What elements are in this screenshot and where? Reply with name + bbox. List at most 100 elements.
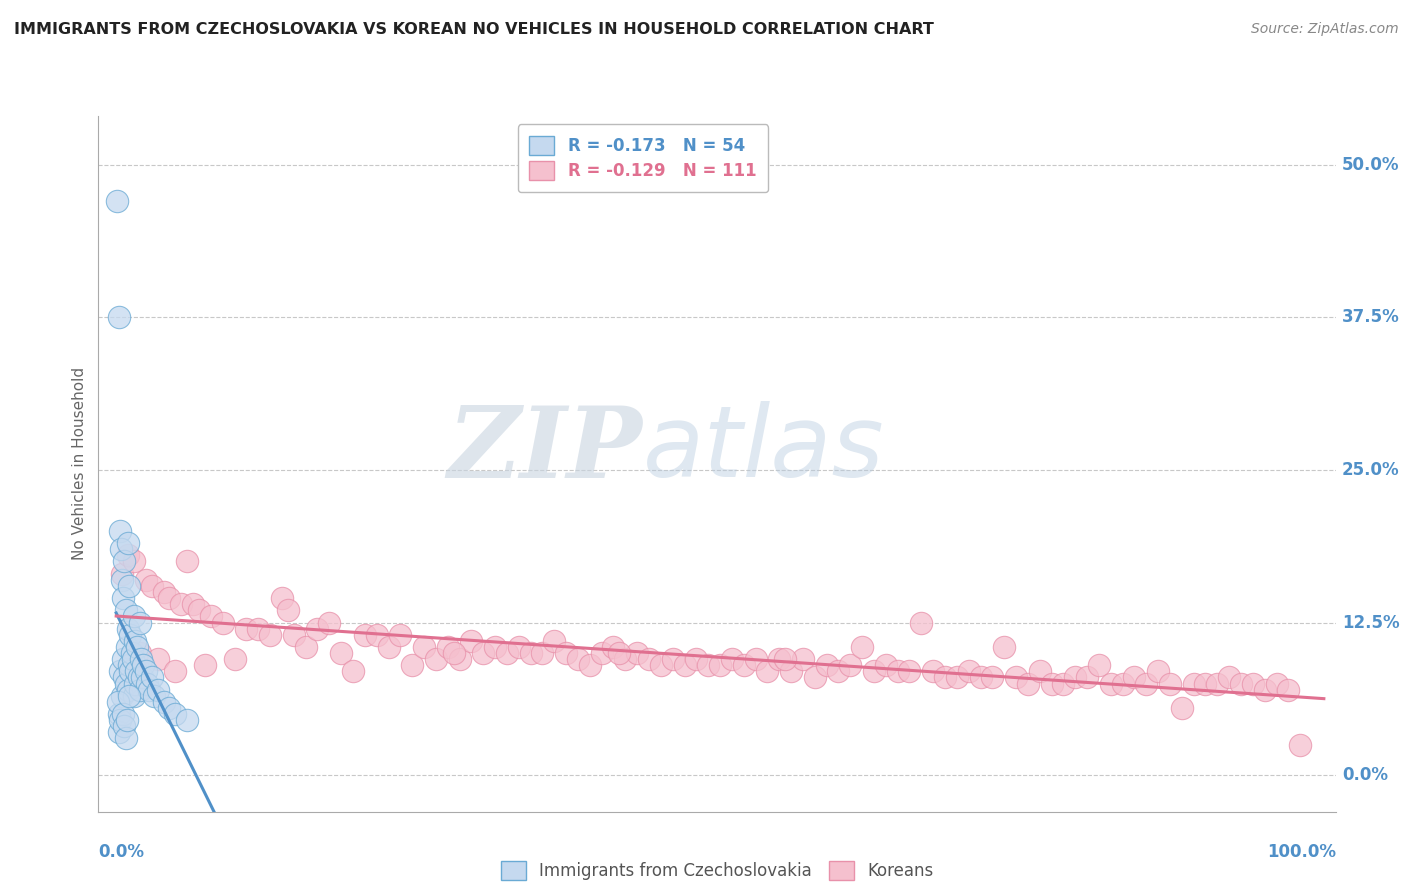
Point <box>111 689 134 703</box>
Point <box>389 628 412 642</box>
Point <box>107 310 129 325</box>
Point <box>1135 676 1157 690</box>
Point <box>105 194 128 209</box>
Point <box>277 603 299 617</box>
Point <box>235 622 257 636</box>
Point <box>114 670 136 684</box>
Point <box>1017 676 1039 690</box>
Point <box>132 658 155 673</box>
Point <box>661 652 683 666</box>
Y-axis label: No Vehicles in Household: No Vehicles in Household <box>72 368 87 560</box>
Text: atlas: atlas <box>643 401 884 499</box>
Point <box>609 646 631 660</box>
Legend: Immigrants from Czechoslovakia, Koreans: Immigrants from Czechoslovakia, Koreans <box>495 855 939 887</box>
Point <box>733 658 755 673</box>
Point <box>721 652 744 666</box>
Point <box>353 628 375 642</box>
Point <box>117 536 139 550</box>
Point <box>650 658 672 673</box>
Point <box>259 628 281 642</box>
Point <box>271 591 294 606</box>
Point <box>112 591 135 606</box>
Point <box>413 640 436 654</box>
Point <box>211 615 233 630</box>
Point <box>508 640 530 654</box>
Point <box>247 622 270 636</box>
Point <box>602 640 624 654</box>
Point <box>443 646 465 660</box>
Point <box>283 628 305 642</box>
Text: IMMIGRANTS FROM CZECHOSLOVAKIA VS KOREAN NO VEHICLES IN HOUSEHOLD CORRELATION CH: IMMIGRANTS FROM CZECHOSLOVAKIA VS KOREAN… <box>14 22 934 37</box>
Point <box>143 689 166 703</box>
Text: 100.0%: 100.0% <box>1267 843 1336 861</box>
Point <box>122 554 145 568</box>
Point <box>115 731 138 746</box>
Point <box>875 658 897 673</box>
Point <box>141 670 163 684</box>
Point <box>1277 682 1299 697</box>
Point <box>330 646 353 660</box>
Point <box>131 670 153 684</box>
Point <box>1182 676 1205 690</box>
Point <box>118 658 141 673</box>
Point <box>342 665 364 679</box>
Point <box>591 646 613 660</box>
Point <box>1241 676 1264 690</box>
Point <box>129 652 152 666</box>
Point <box>803 670 825 684</box>
Point <box>118 579 141 593</box>
Text: 0.0%: 0.0% <box>1341 766 1388 784</box>
Point <box>946 670 969 684</box>
Point <box>981 670 1004 684</box>
Point <box>122 689 145 703</box>
Point <box>224 652 246 666</box>
Point <box>114 676 136 690</box>
Point <box>307 622 329 636</box>
Point <box>815 658 838 673</box>
Point <box>176 713 198 727</box>
Point <box>124 633 146 648</box>
Point <box>898 665 921 679</box>
Point <box>294 640 316 654</box>
Point <box>366 628 388 642</box>
Point <box>1123 670 1146 684</box>
Point <box>756 665 779 679</box>
Point <box>111 566 134 581</box>
Point <box>484 640 506 654</box>
Point <box>401 658 423 673</box>
Point <box>117 713 139 727</box>
Point <box>159 591 181 606</box>
Point <box>128 646 150 660</box>
Point <box>543 633 565 648</box>
Point <box>128 615 150 630</box>
Point <box>108 665 131 679</box>
Point <box>922 665 945 679</box>
Point <box>792 652 814 666</box>
Point <box>181 597 204 611</box>
Point <box>1194 676 1216 690</box>
Point <box>135 665 157 679</box>
Point <box>685 652 707 666</box>
Point <box>993 640 1015 654</box>
Point <box>176 554 198 568</box>
Point <box>135 573 157 587</box>
Point <box>519 646 541 660</box>
Point <box>121 652 143 666</box>
Point <box>159 701 181 715</box>
Point <box>128 670 150 684</box>
Point <box>152 585 174 599</box>
Point <box>1005 670 1028 684</box>
Point <box>120 628 142 642</box>
Point <box>567 652 589 666</box>
Text: 37.5%: 37.5% <box>1341 309 1399 326</box>
Point <box>934 670 956 684</box>
Point <box>957 665 980 679</box>
Text: 50.0%: 50.0% <box>1341 156 1399 174</box>
Point <box>122 609 145 624</box>
Point <box>449 652 471 666</box>
Point <box>141 579 163 593</box>
Point <box>1171 701 1194 715</box>
Point <box>614 652 637 666</box>
Point <box>107 707 129 722</box>
Point <box>127 640 149 654</box>
